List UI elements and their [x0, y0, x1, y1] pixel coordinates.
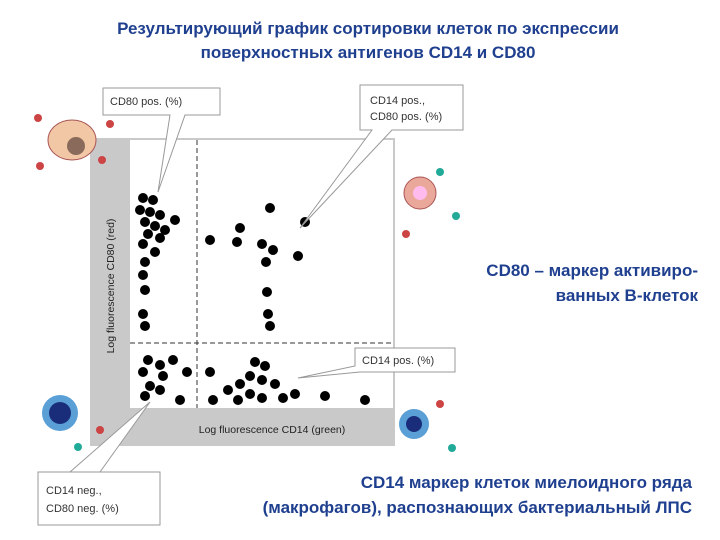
dot [265, 203, 275, 213]
dot [268, 245, 278, 255]
marker [448, 444, 456, 452]
dot [135, 205, 145, 215]
marker [74, 443, 82, 451]
callout-text: CD14 pos., [370, 95, 425, 107]
dots [135, 193, 370, 405]
dot [320, 391, 330, 401]
dot [155, 360, 165, 370]
dot [262, 287, 272, 297]
marker [96, 426, 104, 434]
title-line: Результирующий график сортировки клеток … [117, 19, 619, 38]
note-line: (макрофагов), распознающих бактериальный… [263, 498, 692, 517]
dot [263, 309, 273, 319]
dot [145, 381, 155, 391]
dot [245, 389, 255, 399]
dot [205, 235, 215, 245]
marker [436, 168, 444, 176]
dot [138, 270, 148, 280]
dot [257, 375, 267, 385]
cell-icon [42, 395, 104, 451]
dot [205, 367, 215, 377]
cell-icon [34, 114, 114, 170]
dot [150, 247, 160, 257]
dot [138, 367, 148, 377]
dot [208, 395, 218, 405]
callout-text: CD14 pos. (%) [362, 355, 434, 367]
dot [360, 395, 370, 405]
dot [140, 285, 150, 295]
dot [235, 223, 245, 233]
marker [98, 156, 106, 164]
callout-box [102, 87, 221, 193]
note-line: ванных B-клеток [556, 286, 699, 305]
dot [223, 385, 233, 395]
dot [265, 321, 275, 331]
dot [261, 257, 271, 267]
callout-box [37, 401, 161, 526]
callout-box [299, 84, 464, 229]
marker [36, 162, 44, 170]
cell-icon [402, 168, 460, 238]
dot [235, 379, 245, 389]
dot [257, 239, 267, 249]
note-line: CD80 – маркер активиро- [486, 261, 698, 280]
dot [257, 393, 267, 403]
dot [140, 321, 150, 331]
dot [140, 391, 150, 401]
marker [452, 212, 460, 220]
marker [436, 400, 444, 408]
dot [143, 229, 153, 239]
dot [140, 257, 150, 267]
dot [182, 367, 192, 377]
dot [250, 357, 260, 367]
dot [145, 207, 155, 217]
title-line: поверхностных антигенов CD14 и CD80 [201, 43, 536, 62]
dot [170, 215, 180, 225]
dot [140, 217, 150, 227]
dot [148, 195, 158, 205]
dot [175, 395, 185, 405]
dot [270, 379, 280, 389]
marker [34, 114, 42, 122]
dot [293, 251, 303, 261]
dot [138, 193, 148, 203]
dot [278, 393, 288, 403]
dot [155, 210, 165, 220]
dot [233, 395, 243, 405]
x-axis-label: Log fluorescence CD14 (green) [199, 424, 346, 436]
callout-text: CD14 neg., [46, 485, 102, 497]
dot [290, 389, 300, 399]
dot [150, 221, 160, 231]
callout-box [297, 347, 456, 379]
note-line: CD14 маркер клеток миелоидного ряда [361, 473, 693, 492]
callout-text: CD80 pos. (%) [110, 96, 182, 108]
dot [158, 371, 168, 381]
nucleus [413, 186, 427, 200]
dot [155, 385, 165, 395]
nucleus [49, 402, 71, 424]
dot [138, 309, 148, 319]
dot [143, 355, 153, 365]
callout-text: CD80 pos. (%) [370, 111, 442, 123]
dot [232, 237, 242, 247]
cell-icon [399, 400, 456, 452]
dot [138, 239, 148, 249]
dot [245, 371, 255, 381]
dot [160, 225, 170, 235]
callouts [37, 84, 464, 526]
callout-text: CD80 neg. (%) [46, 503, 119, 515]
dot [155, 233, 165, 243]
marker [402, 230, 410, 238]
y-axis-label: Log fluorescence CD80 (red) [105, 219, 117, 354]
nucleus [406, 416, 422, 432]
nucleus [67, 137, 85, 155]
marker [106, 120, 114, 128]
dot [168, 355, 178, 365]
dot [260, 361, 270, 371]
